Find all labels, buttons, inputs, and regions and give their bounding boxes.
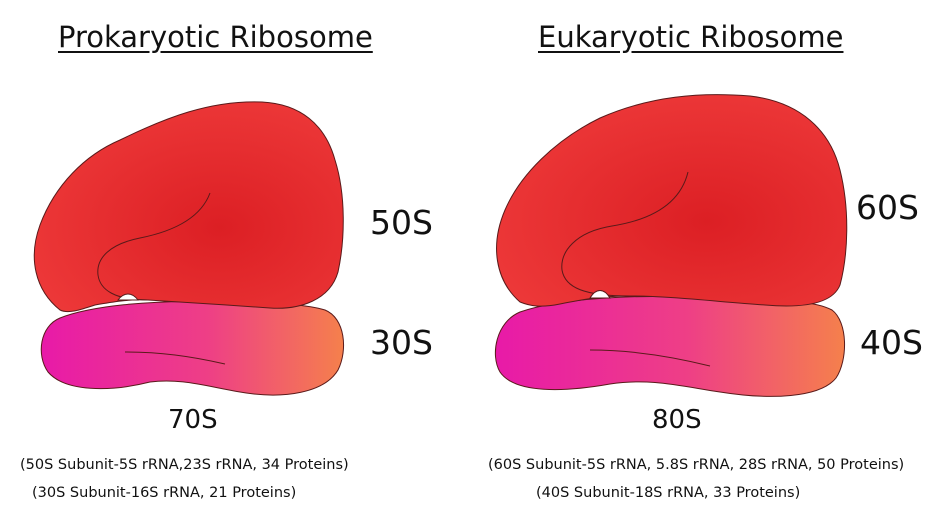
eukaryotic-total-label: 80S — [652, 405, 702, 435]
prokaryotic-total-label: 70S — [168, 405, 218, 435]
prokaryotic-small-subunit — [40, 301, 345, 396]
eukaryotic-title: Eukaryotic Ribosome — [538, 20, 844, 54]
eukaryotic-large-subunit — [496, 94, 848, 307]
prokaryotic-small-note: (30S Subunit-16S rRNA, 21 Proteins) — [32, 485, 297, 501]
prokaryotic-small-subunit-label: 30S — [370, 323, 433, 362]
prokaryotic-large-note: (50S Subunit-5S rRNA,23S rRNA, 34 Protei… — [20, 457, 349, 473]
eukaryotic-small-subunit — [494, 296, 846, 397]
prokaryotic-title: Prokaryotic Ribosome — [58, 20, 373, 54]
eukaryotic-small-note: (40S Subunit-18S rRNA, 33 Proteins) — [536, 485, 801, 501]
eukaryotic-large-note: (60S Subunit-5S rRNA, 5.8S rRNA, 28S rRN… — [488, 457, 905, 473]
eukaryotic-small-subunit-label: 40S — [860, 323, 923, 362]
prokaryotic-large-subunit-label: 50S — [370, 203, 433, 242]
eukaryotic-large-subunit-label: 60S — [856, 188, 919, 227]
prokaryotic-large-subunit — [33, 101, 344, 313]
